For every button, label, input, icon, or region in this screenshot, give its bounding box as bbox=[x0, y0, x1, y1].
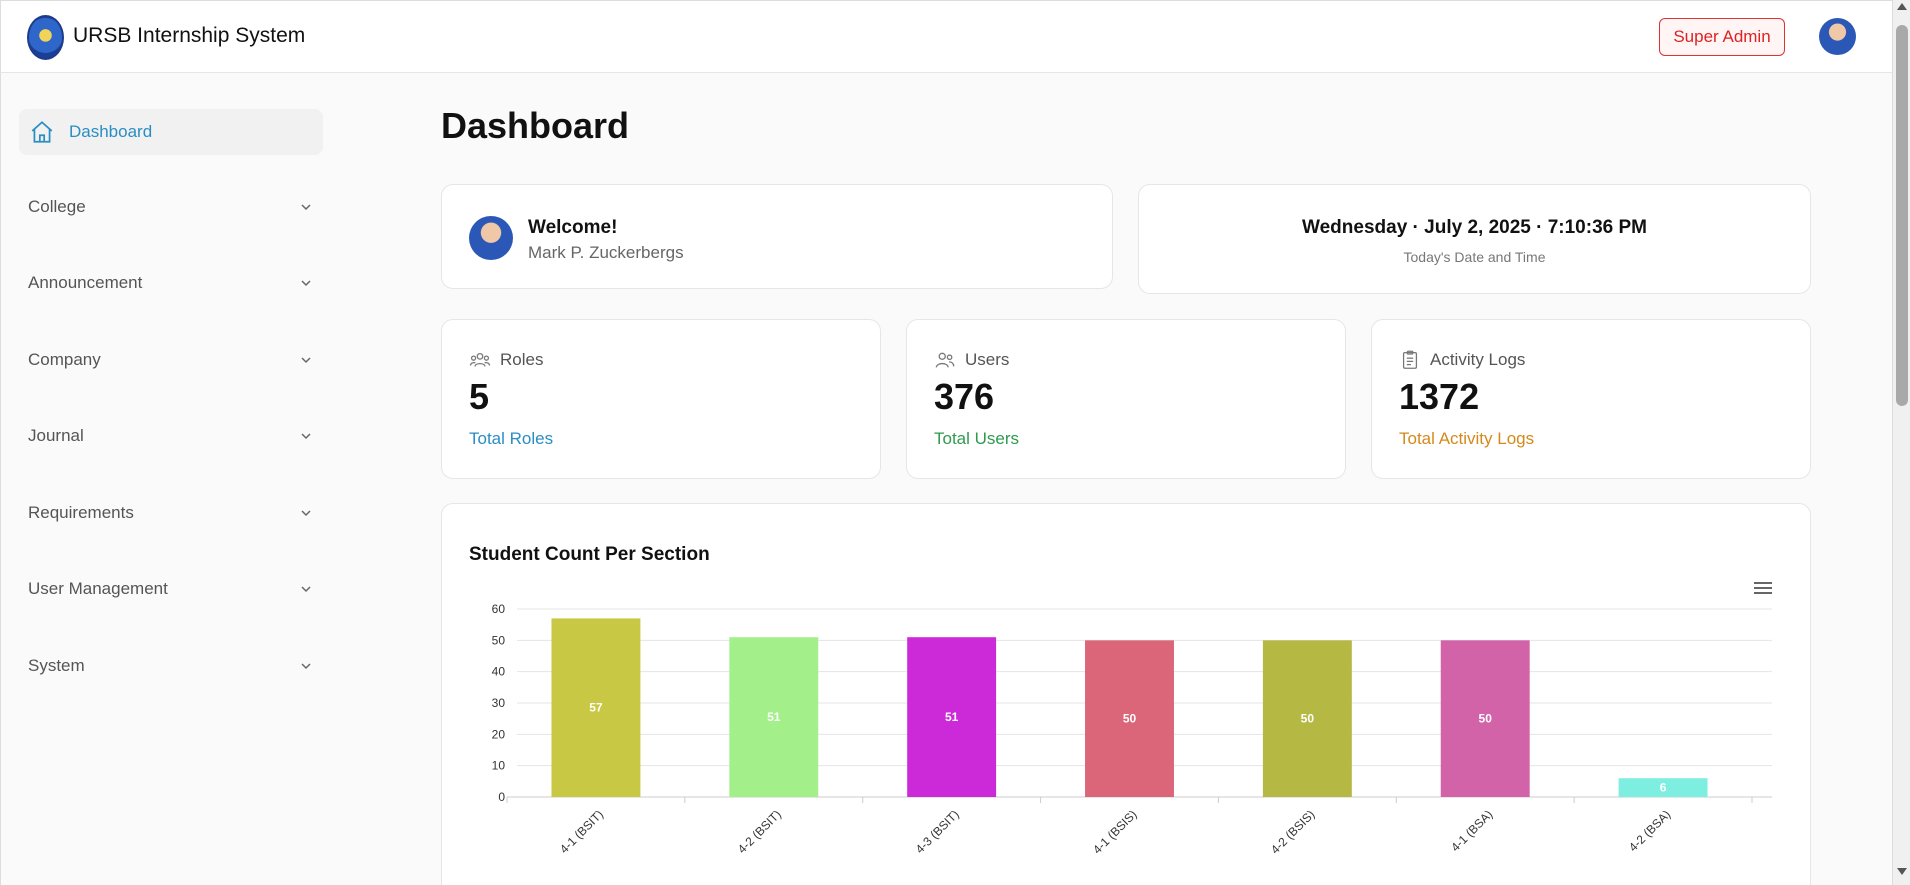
chevron-down-icon bbox=[301, 510, 311, 517]
page-title: Dashboard bbox=[441, 105, 630, 146]
scroll-down-arrow-icon[interactable] bbox=[1897, 868, 1907, 875]
user-avatar[interactable] bbox=[1819, 18, 1856, 55]
y-tick-label: 20 bbox=[492, 727, 506, 741]
scroll-up-arrow-icon[interactable] bbox=[1897, 3, 1907, 10]
bar-value-label: 51 bbox=[767, 710, 781, 724]
y-tick-label: 60 bbox=[492, 602, 506, 616]
stat-label: Activity Logs bbox=[1430, 350, 1526, 369]
y-tick-label: 40 bbox=[492, 665, 506, 679]
chevron-down-icon bbox=[301, 433, 311, 440]
sidebar-item-label: User Management bbox=[28, 579, 168, 598]
sidebar-item-label: Announcement bbox=[28, 273, 143, 292]
x-tick-label: 4-1 (BSA) bbox=[1448, 807, 1495, 854]
stat-label: Roles bbox=[500, 350, 544, 369]
chart-bar bbox=[1262, 640, 1352, 797]
bar-value-label: 50 bbox=[1123, 712, 1137, 726]
chevron-down-icon bbox=[301, 280, 311, 287]
home-icon bbox=[31, 121, 53, 143]
sidebar-item-announcement[interactable]: Announcement bbox=[28, 268, 313, 298]
chart-bar bbox=[907, 637, 997, 797]
app-title: URSB Internship System bbox=[73, 24, 306, 47]
chart-card: Student Count Per Section 0 10 20 30 40 50 60 5… bbox=[441, 503, 1811, 885]
x-tick-label: 4-2 (BSA) bbox=[1626, 807, 1673, 854]
stat-card-activity-logs: Activity Logs 1372 Total Activity Logs bbox=[1371, 319, 1811, 479]
scrollbar-thumb[interactable] bbox=[1896, 25, 1908, 406]
sidebar-item-company[interactable]: Company bbox=[28, 345, 313, 375]
users-icon bbox=[935, 352, 955, 368]
sidebar-item-journal[interactable]: Journal bbox=[28, 421, 313, 451]
scrollbar[interactable] bbox=[1892, 0, 1910, 885]
sidebar: Dashboard College Announcement Company J… bbox=[0, 73, 340, 885]
user-avatar bbox=[469, 216, 513, 260]
chevron-down-icon bbox=[301, 357, 311, 364]
chart-title: Student Count Per Section bbox=[469, 544, 710, 565]
datetime-caption: Today's Date and Time bbox=[1403, 249, 1546, 265]
sidebar-item-label: Dashboard bbox=[69, 122, 153, 141]
stat-card-roles: Roles 5 Total Roles bbox=[441, 319, 881, 479]
stat-value: 376 bbox=[934, 376, 995, 417]
stat-caption: Total Roles bbox=[469, 429, 554, 448]
menu-icon[interactable] bbox=[1753, 580, 1773, 596]
y-tick-label: 50 bbox=[492, 633, 506, 647]
bar-value-label: 57 bbox=[589, 701, 603, 715]
stat-card-users: Users 376 Total Users bbox=[906, 319, 1346, 479]
top-header: URSB Internship System Super Admin bbox=[0, 0, 1892, 73]
bar-value-label: 50 bbox=[1479, 712, 1493, 726]
y-tick-label: 30 bbox=[492, 696, 506, 710]
chevron-down-icon bbox=[301, 204, 311, 211]
school-seal-logo bbox=[27, 15, 64, 60]
sidebar-item-label: Company bbox=[28, 350, 101, 369]
chart-bar bbox=[1085, 640, 1174, 797]
student-count-chart: 0 10 20 30 40 50 60 57 4-1 (BSIT) 51 4-2 (BSIT) 51 4… bbox=[492, 602, 1772, 857]
x-tick-label: 4-2 (BSIT) bbox=[735, 807, 784, 856]
clipboard-icon bbox=[1402, 350, 1418, 369]
sidebar-item-dashboard[interactable]: Dashboard bbox=[19, 109, 323, 155]
datetime-card: Wednesday · July 2, 2025 · 7:10:36 PM To… bbox=[1138, 184, 1811, 294]
y-tick-label: 10 bbox=[492, 759, 506, 773]
sidebar-item-label: Journal bbox=[28, 426, 84, 445]
welcome-title: Welcome! bbox=[528, 217, 618, 238]
chart-bar bbox=[1440, 640, 1530, 797]
sidebar-item-system[interactable]: System bbox=[28, 651, 313, 681]
x-tick-label: 4-1 (BSIS) bbox=[1090, 807, 1140, 857]
sidebar-item-requirements[interactable]: Requirements bbox=[28, 498, 313, 528]
bar-value-label: 51 bbox=[945, 710, 959, 724]
stat-value: 1372 bbox=[1399, 376, 1480, 417]
bar-value-label: 6 bbox=[1660, 781, 1667, 795]
sidebar-item-user-management[interactable]: User Management bbox=[28, 574, 313, 604]
sidebar-item-label: College bbox=[28, 197, 86, 216]
x-tick-label: 4-3 (BSIT) bbox=[913, 807, 962, 856]
sidebar-item-label: System bbox=[28, 656, 85, 675]
chart-bar bbox=[1618, 778, 1708, 797]
x-tick-label: 4-2 (BSIS) bbox=[1268, 807, 1318, 857]
roles-icon bbox=[469, 352, 491, 367]
stat-label: Users bbox=[965, 350, 1010, 369]
welcome-card: Welcome! Mark P. Zuckerbergs bbox=[441, 184, 1113, 289]
y-tick-label: 0 bbox=[498, 790, 505, 804]
x-tick-label: 4-1 (BSIT) bbox=[557, 807, 606, 856]
stat-caption: Total Activity Logs bbox=[1399, 429, 1535, 448]
sidebar-item-college[interactable]: College bbox=[28, 192, 313, 222]
stat-caption: Total Users bbox=[934, 429, 1020, 448]
current-datetime: Wednesday · July 2, 2025 · 7:10:36 PM bbox=[1302, 217, 1647, 238]
chevron-down-icon bbox=[301, 663, 311, 670]
sidebar-item-label: Requirements bbox=[28, 503, 134, 522]
role-badge-button[interactable]: Super Admin bbox=[1659, 18, 1785, 56]
chart-bar bbox=[551, 618, 641, 797]
bar-value-label: 50 bbox=[1301, 712, 1315, 726]
welcome-user-name: Mark P. Zuckerbergs bbox=[528, 243, 684, 262]
chart-bar bbox=[729, 637, 819, 797]
stat-value: 5 bbox=[469, 376, 490, 417]
chevron-down-icon bbox=[301, 586, 311, 593]
